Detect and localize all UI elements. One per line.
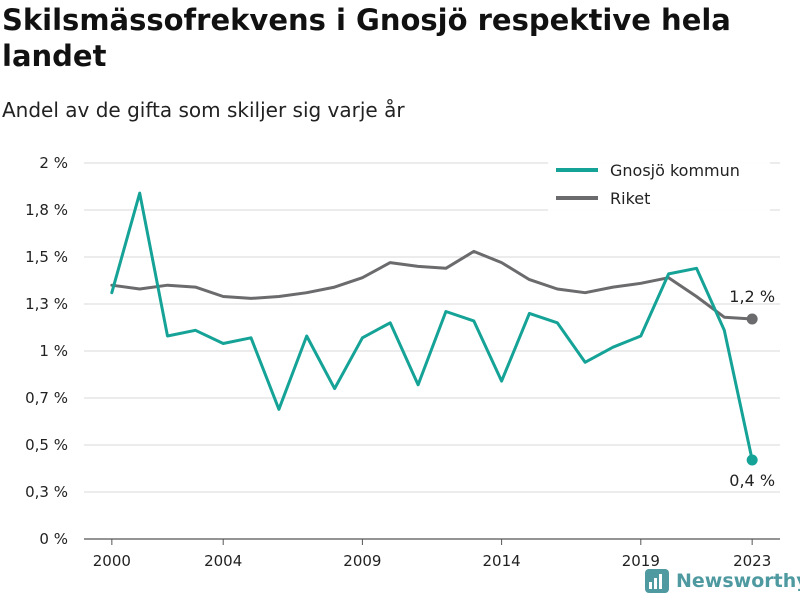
y-tick-label: 1,5 % [25,248,68,266]
newsworthy-logo-icon [645,569,669,593]
legend-box [548,155,770,211]
chart-title: Skilsmässofrekvens i Gnosjö respektive h… [2,3,731,73]
y-tick-label: 0,7 % [25,389,68,407]
y-tick-label: 1,8 % [25,201,68,219]
legend-label: Gnosjö kommun [610,161,740,180]
y-tick-label: 0,5 % [25,436,68,454]
end-point-marker [746,313,758,325]
y-tick-label: 0 % [39,530,68,548]
chart-subtitle: Andel av de gifta som skiljer sig varje … [2,98,405,122]
x-tick-label: 2014 [483,552,521,570]
y-tick-label: 0,3 % [25,483,68,501]
series-line-riket [110,249,754,321]
brand-name: Newsworthy [676,570,800,592]
brand-logo: Newsworthy [644,568,800,594]
x-tick-label: 2004 [204,552,242,570]
y-tick-label: 1 % [39,342,68,360]
x-tick-label: 2019 [622,552,660,570]
x-tick-label: 2009 [343,552,381,570]
end-point-marker [746,454,758,466]
x-tick-label: 2000 [93,552,131,570]
y-tick-label: 2 % [39,154,68,172]
y-tick-label: 1,3 % [25,295,68,313]
legend-label: Riket [610,189,650,208]
end-value-label: 0,4 % [729,471,775,490]
end-value-label: 1,2 % [729,287,775,306]
series-line-gnosjo [110,191,754,462]
x-tick-label: 2023 [733,552,771,570]
